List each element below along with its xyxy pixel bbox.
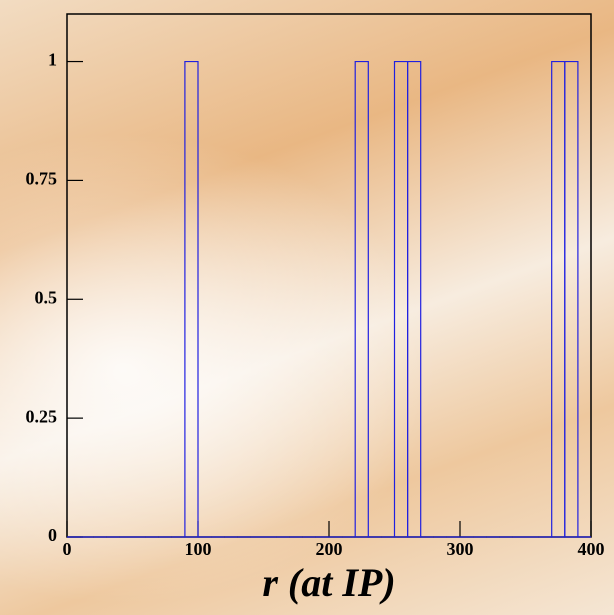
y-tick-label: 1 (48, 50, 57, 70)
x-tick-label: 0 (63, 539, 72, 559)
plot-frame (66, 13, 592, 538)
y-tick-label: 0.75 (26, 169, 58, 189)
x-axis-label: r (at IP) (262, 560, 395, 605)
histogram-bar (184, 60, 199, 538)
x-tick-label: 200 (316, 539, 343, 559)
y-tick-label: 0 (48, 525, 57, 545)
x-tick-label: 400 (578, 539, 605, 559)
histogram-bar (354, 60, 369, 538)
y-tick-label: 0.5 (35, 287, 58, 307)
histogram-bar (564, 60, 579, 538)
y-tick-label: 0.25 (26, 406, 58, 426)
histogram-bar (407, 60, 422, 538)
histogram-bar (551, 60, 566, 538)
x-tick-label: 300 (447, 539, 474, 559)
x-tick-label: 100 (185, 539, 212, 559)
histogram-bar (393, 60, 409, 538)
